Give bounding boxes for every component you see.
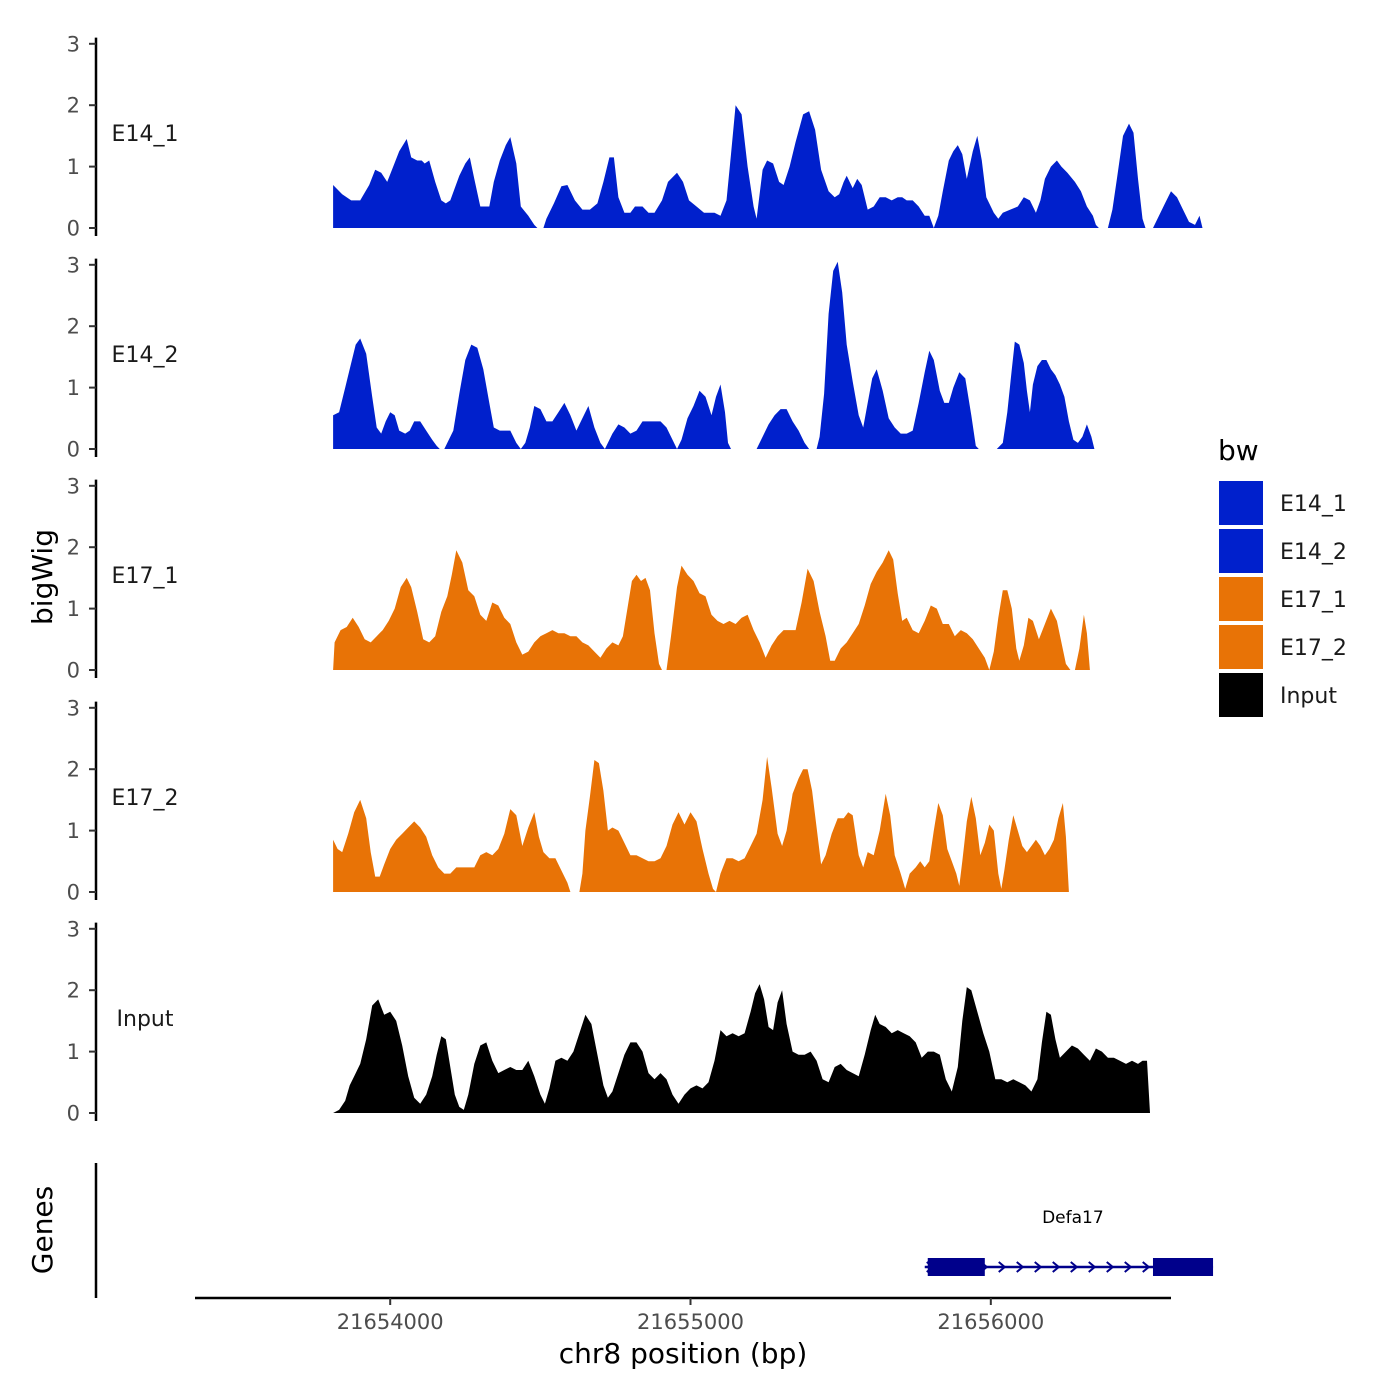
y-tick-label: 3 [67, 474, 80, 498]
legend-swatch [1217, 671, 1265, 719]
legend-label: E17_1 [1280, 588, 1347, 613]
signal-area-Input [333, 984, 1151, 1113]
gene-Defa17: Defa17 [924, 1208, 1214, 1276]
gene-exon [1152, 1258, 1214, 1276]
y-tick-label: 0 [67, 659, 80, 683]
y-axis-title: bigWig [26, 529, 59, 625]
strand-arrow [1088, 1261, 1097, 1273]
y-tick-label: 1 [67, 155, 80, 179]
x-axis-title: chr8 position (bp) [559, 1337, 808, 1370]
gene-track: Genes Defa17 [26, 1163, 1214, 1298]
legend-items: E14_1 E14_2 E17_1 E17_2 Input [1217, 479, 1347, 719]
x-axis-ticks: 21654000 21655000 21656000 [337, 1298, 1044, 1334]
strand-arrow [1106, 1261, 1115, 1273]
y-tick-label: 2 [67, 536, 80, 560]
x-tick-label: 21656000 [937, 1310, 1044, 1334]
legend-swatch [1217, 527, 1265, 575]
strand-arrow [1052, 1261, 1061, 1273]
y-tick-label: 3 [67, 32, 80, 56]
legend-item-E17_2: E17_2 [1217, 623, 1347, 671]
legend-swatch [1217, 479, 1265, 527]
gene-exon [927, 1258, 985, 1276]
gene-track-title: Genes [26, 1186, 59, 1274]
track-E17_1: 0 1 2 3 E17_1 [67, 474, 1090, 683]
track-label: E17_2 [112, 786, 179, 811]
track-label: E14_2 [112, 343, 179, 368]
legend-item-Input: Input [1217, 671, 1337, 719]
strand-arrow [1016, 1261, 1025, 1273]
track-label: Input [117, 1007, 174, 1032]
gene-layer: Defa17 [924, 1208, 1214, 1276]
track-E14_2: 0 1 2 3 E14_2 [67, 253, 1095, 462]
y-tick-label: 1 [67, 376, 80, 400]
legend-label: Input [1280, 684, 1337, 709]
y-tick-label: 1 [67, 819, 80, 843]
y-tick-label: 3 [67, 253, 80, 277]
strand-arrow [1070, 1261, 1079, 1273]
track-E14_1: 0 1 2 3 E14_1 [67, 32, 1203, 241]
signal-area-E14_1 [333, 105, 1203, 228]
strand-arrow [998, 1261, 1007, 1273]
signal-area-E14_2 [333, 261, 1095, 449]
strand-arrow [1034, 1261, 1043, 1273]
y-tick-label: 2 [67, 94, 80, 118]
y-tick-label: 2 [67, 315, 80, 339]
y-tick-label: 0 [67, 438, 80, 462]
y-tick-label: 1 [67, 597, 80, 621]
legend-item-E17_1: E17_1 [1217, 575, 1347, 623]
y-tick-label: 0 [67, 881, 80, 905]
track-Input: 0 1 2 3 Input [67, 917, 1151, 1126]
legend-item-E14_1: E14_1 [1217, 479, 1347, 527]
signal-area-E17_2 [333, 756, 1069, 892]
track-label: E14_1 [112, 122, 179, 147]
legend-label: E14_1 [1280, 492, 1347, 517]
legend-swatch [1217, 575, 1265, 623]
y-tick-label: 2 [67, 758, 80, 782]
y-tick-label: 0 [67, 1102, 80, 1126]
gene-name-label: Defa17 [1042, 1208, 1104, 1228]
y-tick-label: 1 [67, 1040, 80, 1064]
legend-swatch [1217, 623, 1265, 671]
strand-arrow [1142, 1261, 1151, 1273]
y-tick-label: 0 [67, 217, 80, 241]
legend-label: E17_2 [1280, 636, 1347, 661]
y-tick-label: 2 [67, 979, 80, 1003]
x-axis: 21654000 21655000 21656000 chr8 position (… [195, 1296, 1171, 1370]
x-tick-label: 21654000 [337, 1310, 444, 1334]
legend-title: bw [1218, 434, 1259, 467]
track-E17_2: 0 1 2 3 E17_2 [67, 696, 1069, 905]
track-label: E17_1 [112, 564, 179, 589]
signal-area-E17_1 [333, 550, 1090, 670]
y-tick-label: 3 [67, 696, 80, 720]
legend: bw E14_1 E14_2 E17_1 E17_2 Input [1217, 434, 1347, 719]
x-tick-label: 21655000 [637, 1310, 744, 1334]
signal-tracks: 0 1 2 3 E14_1 0 1 2 3 E14_2 0 1 2 3 E17_1 0 1 2 3 E17_2 0 1 2 3… [67, 32, 1203, 1126]
legend-label: E14_2 [1280, 540, 1347, 565]
y-tick-label: 3 [67, 917, 80, 941]
strand-arrow [1124, 1261, 1133, 1273]
legend-item-E14_2: E14_2 [1217, 527, 1347, 575]
